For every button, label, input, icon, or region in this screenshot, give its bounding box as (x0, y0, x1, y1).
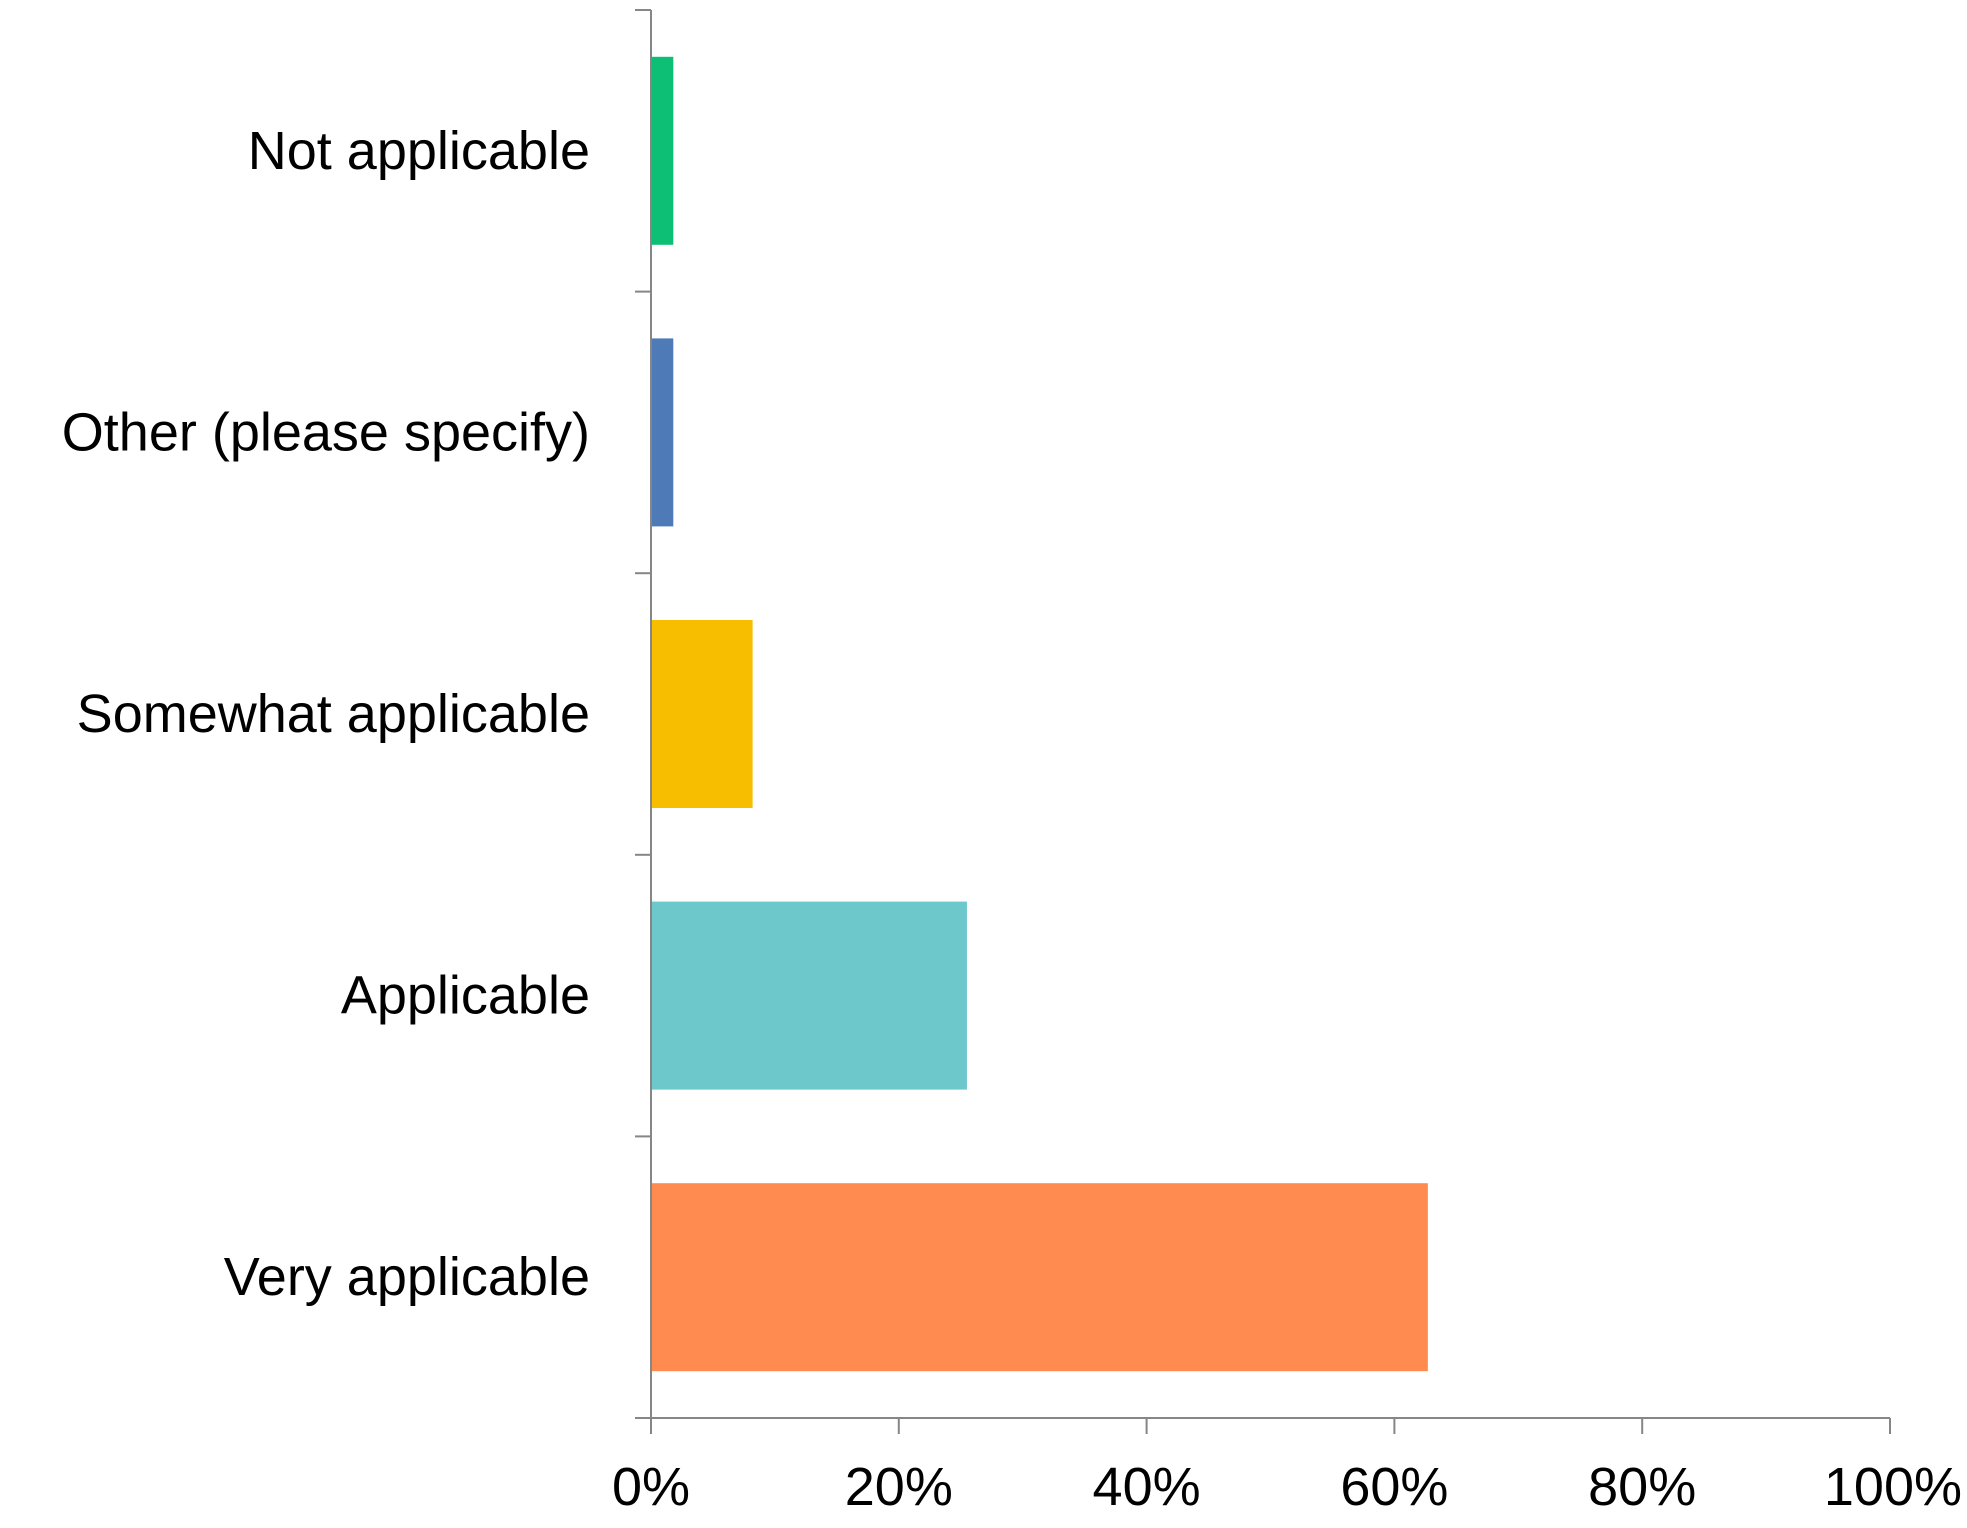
bars-group (651, 56, 1428, 1372)
bar-somewhat-applicable (651, 620, 753, 808)
category-label-very-applicable: Very applicable (224, 1247, 590, 1307)
x-tick-labels: 0% 20% 40% 60% 80% 100% (612, 1457, 1962, 1517)
category-label-other-please-specify: Other (please specify) (62, 402, 590, 462)
x-tick-label: 40% (1093, 1457, 1201, 1517)
category-labels: Not applicable Other (please specify) Some… (62, 121, 590, 1307)
category-label-somewhat-applicable: Somewhat applicable (77, 684, 590, 744)
x-tick-label: 100% (1824, 1457, 1962, 1517)
bar-not-applicable (651, 56, 674, 245)
bar-other-please-specify (651, 338, 674, 527)
x-tick-label: 80% (1588, 1457, 1696, 1517)
bar-very-applicable (651, 1183, 1428, 1372)
axes (635, 9, 1891, 1434)
category-label-applicable: Applicable (341, 966, 590, 1026)
category-label-not-applicable: Not applicable (248, 121, 590, 181)
x-tick-label: 0% (612, 1457, 690, 1517)
x-tick-label: 20% (845, 1457, 953, 1517)
bar-applicable (651, 901, 967, 1090)
x-tick-label: 60% (1340, 1457, 1448, 1517)
